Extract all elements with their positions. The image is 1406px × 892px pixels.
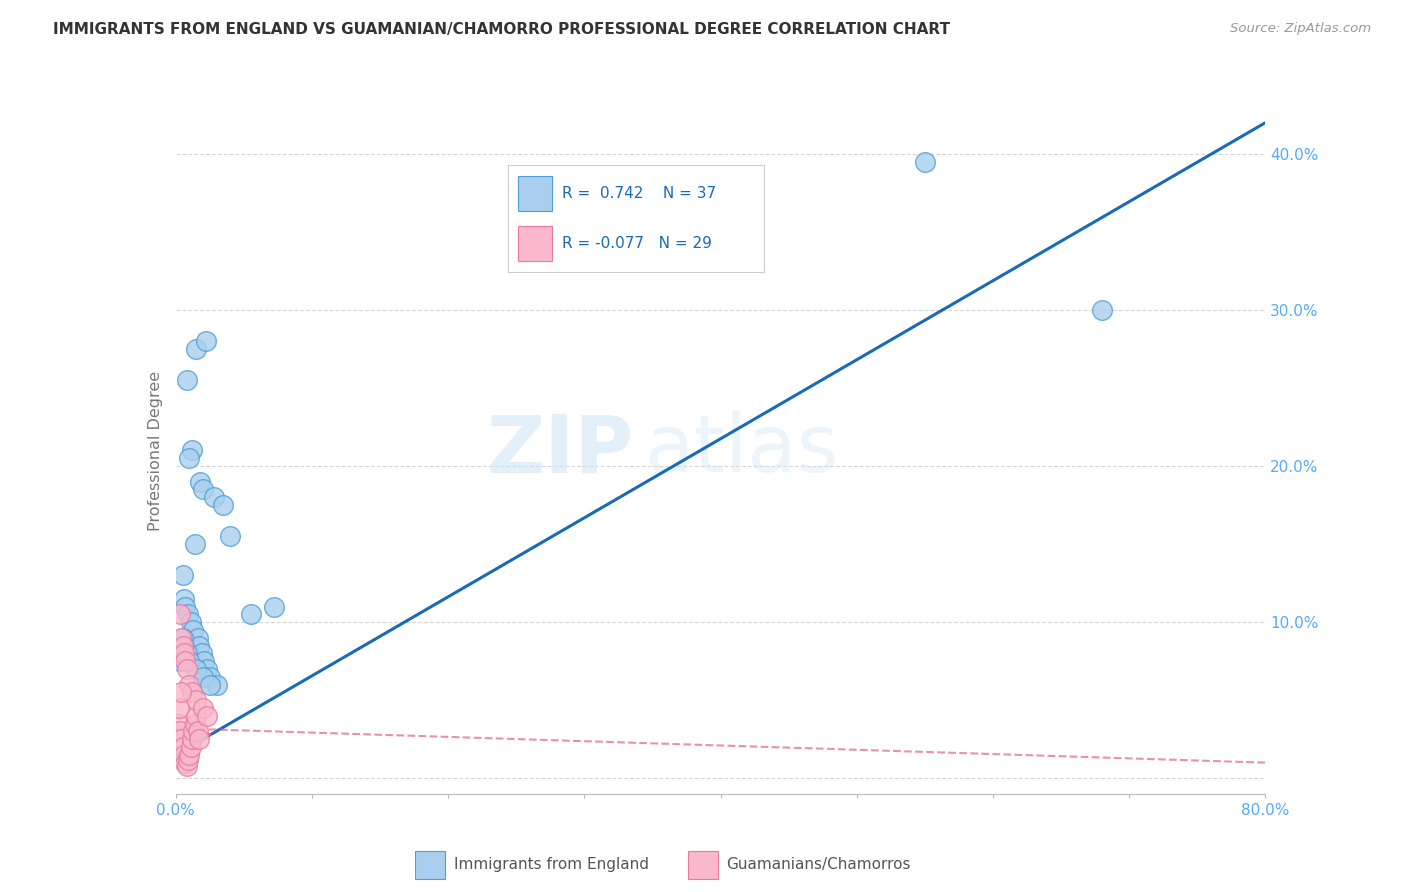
Point [914,154,936,169]
Point [188,475,211,489]
Point [186,708,208,723]
Point [191,670,214,684]
Point [179,747,201,762]
Point [169,607,191,622]
Text: R = -0.077   N = 29: R = -0.077 N = 29 [562,236,711,252]
Point [170,646,193,660]
Point [176,646,198,660]
Point [167,716,190,731]
Bar [519,226,551,261]
Point [174,654,197,668]
Point [183,623,205,637]
Point [167,701,190,715]
Point [186,342,208,356]
Point [176,758,198,772]
Point [212,498,235,512]
Point [1091,303,1114,318]
Text: IMMIGRANTS FROM ENGLAND VS GUAMANIAN/CHAMORRO PROFESSIONAL DEGREE CORRELATION CH: IMMIGRANTS FROM ENGLAND VS GUAMANIAN/CHA… [53,22,950,37]
Point [186,724,209,739]
Text: Immigrants from England: Immigrants from England [454,857,648,872]
Point [195,708,218,723]
Point [173,646,195,660]
Point [180,740,202,755]
Bar [519,176,551,211]
Point [177,607,200,622]
Point [169,685,191,699]
Point [191,701,214,715]
Point [198,678,221,692]
Point [193,654,215,668]
Point [181,732,204,747]
Text: Source: ZipAtlas.com: Source: ZipAtlas.com [1230,22,1371,36]
Point [173,591,195,606]
Point [179,678,201,692]
Point [191,483,214,497]
Point [173,747,195,762]
Point [181,685,204,699]
Point [170,732,193,747]
Point [169,724,191,739]
Point [174,756,197,770]
Point [174,599,197,614]
Point [202,490,225,504]
Point [181,443,204,458]
Point [186,631,209,645]
Point [263,599,285,614]
Point [239,607,262,622]
Point [170,631,193,645]
Point [198,670,221,684]
Point [187,732,209,747]
Point [195,662,218,676]
Y-axis label: Professional Degree: Professional Degree [148,370,163,531]
Text: ZIP: ZIP [486,411,633,490]
Point [173,639,195,653]
Point [186,693,208,707]
Point [172,740,194,755]
Point [176,373,198,387]
Point [179,451,201,466]
Point [219,529,242,543]
Point [172,631,194,645]
Point [190,646,212,660]
Text: atlas: atlas [644,411,838,490]
Point [169,654,191,668]
Bar [416,851,446,879]
Point [184,537,207,551]
Point [184,716,207,731]
Point [183,724,205,739]
Point [172,639,194,653]
Text: Guamanians/Chamorros: Guamanians/Chamorros [725,857,911,872]
Point [177,753,200,767]
Point [187,639,209,653]
Point [172,568,194,582]
Text: R =  0.742    N = 37: R = 0.742 N = 37 [562,186,716,201]
Point [179,654,201,668]
Point [176,662,198,676]
Point [180,615,202,630]
Point [186,662,208,676]
Point [205,678,228,692]
Point [194,334,217,348]
Bar [688,851,718,879]
